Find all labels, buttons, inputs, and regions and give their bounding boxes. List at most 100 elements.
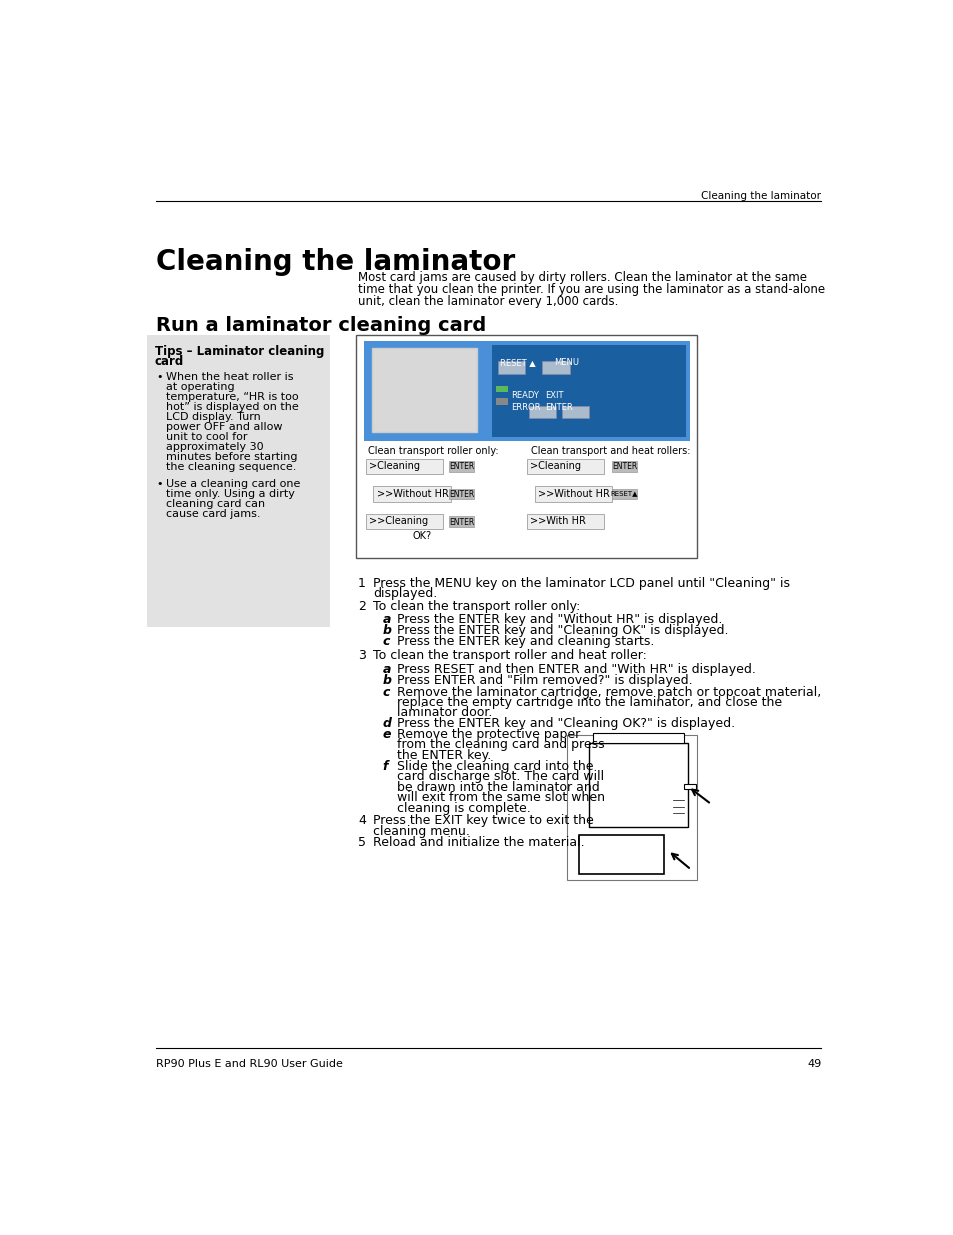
Text: Press the ENTER key and "Without HR" is displayed.: Press the ENTER key and "Without HR" is …	[396, 613, 721, 625]
Text: 2: 2	[357, 600, 365, 614]
Bar	[449, 516, 474, 527]
Text: the ENTER key.: the ENTER key.	[396, 748, 491, 762]
Text: 5: 5	[357, 836, 366, 848]
Bar	[147, 335, 330, 627]
Text: ENTER: ENTER	[544, 403, 572, 412]
Text: EXIT: EXIT	[544, 390, 562, 400]
Bar	[542, 362, 569, 374]
Text: >Cleaning: >Cleaning	[530, 461, 580, 471]
Text: at operating: at operating	[166, 382, 234, 391]
Bar	[496, 387, 508, 393]
Text: a: a	[382, 613, 391, 625]
Bar	[497, 362, 525, 374]
Text: cause card jams.: cause card jams.	[166, 509, 260, 520]
Text: power OFF and allow: power OFF and allow	[166, 421, 282, 431]
Text: cleaning card can: cleaning card can	[166, 499, 265, 509]
Text: a: a	[382, 663, 391, 677]
Text: card discharge slot. The card will: card discharge slot. The card will	[396, 771, 603, 783]
Text: RESET▲: RESET▲	[610, 490, 638, 496]
Text: time only. Using a dirty: time only. Using a dirty	[166, 489, 294, 499]
Text: laminator door.: laminator door.	[396, 706, 492, 720]
Text: Remove the protective paper: Remove the protective paper	[396, 727, 579, 741]
Text: displayed.: displayed.	[373, 588, 437, 600]
Text: the cleaning sequence.: the cleaning sequence.	[166, 462, 295, 472]
Text: >>Cleaning: >>Cleaning	[369, 516, 428, 526]
Bar	[449, 489, 474, 499]
Text: MENU: MENU	[554, 358, 578, 367]
Bar	[561, 406, 588, 419]
Text: b: b	[382, 674, 392, 688]
Text: ENTER: ENTER	[611, 462, 637, 472]
Bar	[356, 335, 697, 558]
Text: LCD display. Turn: LCD display. Turn	[166, 411, 260, 421]
Text: be drawn into the laminator and: be drawn into the laminator and	[396, 781, 598, 794]
Text: Reload and initialize the material.: Reload and initialize the material.	[373, 836, 584, 848]
Bar	[364, 341, 689, 441]
Text: •: •	[156, 479, 163, 489]
Text: Clean transport and heat rollers:: Clean transport and heat rollers:	[530, 446, 690, 456]
Text: >>With HR: >>With HR	[530, 516, 585, 526]
Bar	[372, 348, 476, 431]
Bar	[578, 835, 663, 873]
Bar	[588, 742, 687, 827]
Text: READY: READY	[511, 390, 538, 400]
Text: >>Without HR: >>Without HR	[376, 489, 448, 499]
Text: approximately 30: approximately 30	[166, 442, 263, 452]
Bar	[567, 735, 697, 879]
Bar	[492, 345, 685, 437]
Text: Cleaning the laminator: Cleaning the laminator	[700, 191, 821, 201]
Text: Slide the cleaning card into the: Slide the cleaning card into the	[396, 760, 593, 773]
Text: Run a laminator cleaning card: Run a laminator cleaning card	[156, 316, 486, 335]
Bar	[449, 461, 474, 472]
Text: replace the empty cartridge into the laminator, and close the: replace the empty cartridge into the lam…	[396, 697, 781, 709]
Bar	[592, 734, 683, 742]
Text: Cleaning the laminator: Cleaning the laminator	[156, 248, 516, 277]
Bar	[683, 784, 695, 789]
Text: d: d	[382, 716, 392, 730]
Text: To clean the transport roller only:: To clean the transport roller only:	[373, 600, 580, 614]
Text: ENTER: ENTER	[449, 490, 474, 499]
Text: cleaning menu.: cleaning menu.	[373, 825, 470, 837]
Text: c: c	[382, 635, 390, 648]
Text: ERROR: ERROR	[511, 403, 540, 412]
Text: minutes before starting: minutes before starting	[166, 452, 297, 462]
Text: time that you clean the printer. If you are using the laminator as a stand-alone: time that you clean the printer. If you …	[357, 283, 824, 296]
Text: unit, clean the laminator every 1,000 cards.: unit, clean the laminator every 1,000 ca…	[357, 294, 618, 308]
Text: 4: 4	[357, 814, 365, 827]
Bar	[526, 458, 604, 474]
Text: OK?: OK?	[412, 531, 431, 541]
Text: c: c	[382, 685, 390, 699]
Text: When the heat roller is: When the heat roller is	[166, 372, 293, 382]
Text: Remove the laminator cartridge, remove patch or topcoat material,: Remove the laminator cartridge, remove p…	[396, 685, 821, 699]
Text: cleaning is complete.: cleaning is complete.	[396, 802, 530, 815]
Text: Press the ENTER key and cleaning starts.: Press the ENTER key and cleaning starts.	[396, 635, 654, 648]
Bar	[612, 489, 637, 499]
Text: from the cleaning card and press: from the cleaning card and press	[396, 739, 603, 751]
Text: RP90 Plus E and RL90 User Guide: RP90 Plus E and RL90 User Guide	[156, 1060, 343, 1070]
Text: Clean transport roller only:: Clean transport roller only:	[368, 446, 498, 456]
Text: ENTER: ENTER	[449, 462, 474, 472]
Bar	[534, 487, 612, 501]
Bar	[496, 399, 508, 405]
Text: Press the EXIT key twice to exit the: Press the EXIT key twice to exit the	[373, 814, 594, 827]
Bar	[365, 458, 443, 474]
Text: card: card	[154, 354, 184, 368]
Text: >Cleaning: >Cleaning	[369, 461, 419, 471]
Bar	[612, 461, 637, 472]
Text: 1: 1	[357, 577, 365, 590]
Bar	[373, 487, 451, 501]
Text: RESET ▲: RESET ▲	[499, 358, 535, 367]
Text: unit to cool for: unit to cool for	[166, 431, 247, 442]
Text: To clean the transport roller and heat roller:: To clean the transport roller and heat r…	[373, 650, 647, 662]
Text: will exit from the same slot when: will exit from the same slot when	[396, 792, 604, 804]
Text: f: f	[382, 760, 388, 773]
Text: •: •	[156, 372, 163, 382]
Text: Press the MENU key on the laminator LCD panel until "Cleaning" is: Press the MENU key on the laminator LCD …	[373, 577, 790, 590]
Text: Tips – Laminator cleaning: Tips – Laminator cleaning	[154, 345, 324, 358]
Text: temperature, “HR is too: temperature, “HR is too	[166, 391, 298, 401]
Text: Press RESET and then ENTER and "With HR" is displayed.: Press RESET and then ENTER and "With HR"…	[396, 663, 755, 677]
Text: hot” is displayed on the: hot” is displayed on the	[166, 401, 298, 411]
Text: Most card jams are caused by dirty rollers. Clean the laminator at the same: Most card jams are caused by dirty rolle…	[357, 272, 806, 284]
Text: Use a cleaning card one: Use a cleaning card one	[166, 479, 300, 489]
Text: 49: 49	[806, 1060, 821, 1070]
